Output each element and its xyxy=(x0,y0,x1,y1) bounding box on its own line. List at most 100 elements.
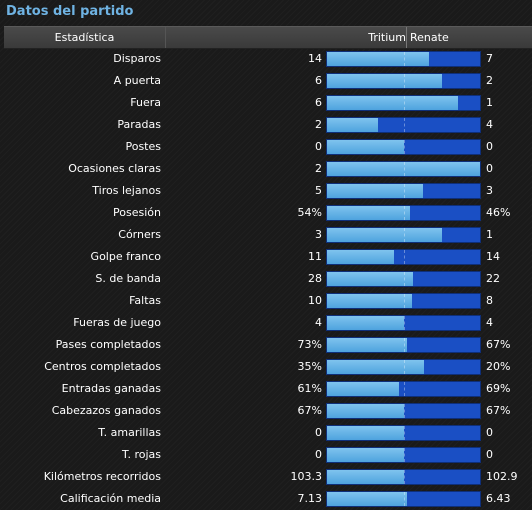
stat-label: Ocasiones claras xyxy=(68,162,161,175)
away-value: 0 xyxy=(486,426,493,439)
comparison-bar xyxy=(326,249,481,265)
stat-row: Fueras de juego 4 4 xyxy=(4,312,532,334)
bar-midline xyxy=(404,184,405,198)
comparison-bar xyxy=(326,337,481,353)
home-value: 2 xyxy=(315,118,322,131)
bar-midline xyxy=(404,382,405,396)
home-share-fill xyxy=(327,382,399,396)
home-share-fill xyxy=(327,470,404,484)
stat-label: Cabezazos ganados xyxy=(51,404,161,417)
home-share-fill xyxy=(327,360,425,374)
header-stat-column[interactable]: Estadística xyxy=(4,27,166,48)
home-value: 61% xyxy=(297,382,322,395)
home-share-fill xyxy=(327,184,423,198)
bar-midline xyxy=(404,118,405,132)
home-value: 6 xyxy=(315,96,322,109)
home-value: 0 xyxy=(315,448,322,461)
bar-midline xyxy=(404,162,405,176)
stat-row: Calificación media 7.13 6.43 xyxy=(4,488,532,510)
stat-row: Cabezazos ganados 67% 67% xyxy=(4,400,532,422)
comparison-bar xyxy=(326,315,481,331)
stat-row: Postes 0 0 xyxy=(4,136,532,158)
stat-label: S. de banda xyxy=(95,272,161,285)
away-value: 0 xyxy=(486,448,493,461)
away-value: 20% xyxy=(486,360,511,373)
comparison-bar xyxy=(326,73,481,89)
home-share-fill xyxy=(327,74,442,88)
comparison-bar xyxy=(326,117,481,133)
header-home-team[interactable]: Tritium xyxy=(368,31,406,44)
home-share-fill xyxy=(327,140,404,154)
home-value: 2 xyxy=(315,162,322,175)
stat-row: Córners 3 1 xyxy=(4,224,532,246)
comparison-bar xyxy=(326,381,481,397)
home-value: 73% xyxy=(297,338,322,351)
home-value: 4 xyxy=(315,316,322,329)
comparison-bar xyxy=(326,293,481,309)
bar-midline xyxy=(404,294,405,308)
home-value: 35% xyxy=(297,360,322,373)
stat-row: Pases completados 73% 67% xyxy=(4,334,532,356)
home-value: 0 xyxy=(315,140,322,153)
comparison-bar xyxy=(326,205,481,221)
away-value: 2 xyxy=(486,74,493,87)
home-value: 6 xyxy=(315,74,322,87)
stat-row: Fuera 6 1 xyxy=(4,92,532,114)
home-value: 7.13 xyxy=(297,492,323,505)
stat-label: Centros completados xyxy=(44,360,161,373)
stat-label: Tiros lejanos xyxy=(92,184,161,197)
away-value: 4 xyxy=(486,118,493,131)
home-share-fill xyxy=(327,404,404,418)
stat-row: Entradas ganadas 61% 69% xyxy=(4,378,532,400)
bar-midline xyxy=(404,338,405,352)
stat-label: A puerta xyxy=(113,74,161,87)
stat-row: Faltas 10 8 xyxy=(4,290,532,312)
home-share-fill xyxy=(327,118,378,132)
bar-midline xyxy=(404,360,405,374)
bar-midline xyxy=(404,316,405,330)
home-value: 11 xyxy=(308,250,322,263)
comparison-bar xyxy=(326,227,481,243)
away-value: 46% xyxy=(486,206,511,219)
stat-row: T. rojas 0 0 xyxy=(4,444,532,466)
stat-label: Golpe franco xyxy=(90,250,161,263)
away-value: 8 xyxy=(486,294,493,307)
home-value: 3 xyxy=(315,228,322,241)
comparison-bar xyxy=(326,359,481,375)
home-share-fill xyxy=(327,426,404,440)
stat-row: Ocasiones claras 2 0 xyxy=(4,158,532,180)
stat-label: T. rojas xyxy=(122,448,161,461)
away-value: 1 xyxy=(486,228,493,241)
stat-row: Posesión 54% 46% xyxy=(4,202,532,224)
bar-midline xyxy=(404,404,405,418)
home-share-fill xyxy=(327,162,480,176)
comparison-bar xyxy=(326,447,481,463)
home-value: 54% xyxy=(297,206,322,219)
stat-row: Disparos 14 7 xyxy=(4,48,532,70)
comparison-bar xyxy=(326,491,481,507)
bar-midline xyxy=(404,74,405,88)
stat-row: Tiros lejanos 5 3 xyxy=(4,180,532,202)
away-value: 67% xyxy=(486,404,511,417)
away-value: 4 xyxy=(486,316,493,329)
header-away-team[interactable]: Renate xyxy=(410,31,449,44)
stats-header: Estadística Tritium Renate xyxy=(4,26,532,49)
stat-label: Faltas xyxy=(129,294,161,307)
away-value: 102.9 xyxy=(486,470,518,483)
home-share-fill xyxy=(327,96,459,110)
stat-label: Disparos xyxy=(113,52,161,65)
stat-row: Kilómetros recorridos 103.3 102.9 xyxy=(4,466,532,488)
bar-midline xyxy=(404,206,405,220)
comparison-bar xyxy=(326,95,481,111)
home-share-fill xyxy=(327,272,413,286)
stat-label: Córners xyxy=(118,228,161,241)
home-share-fill xyxy=(327,316,404,330)
home-value: 28 xyxy=(308,272,322,285)
away-value: 0 xyxy=(486,162,493,175)
bar-midline xyxy=(404,250,405,264)
stat-row: Centros completados 35% 20% xyxy=(4,356,532,378)
bar-midline xyxy=(404,448,405,462)
away-value: 0 xyxy=(486,140,493,153)
away-value: 69% xyxy=(486,382,511,395)
stat-label: Postes xyxy=(125,140,161,153)
